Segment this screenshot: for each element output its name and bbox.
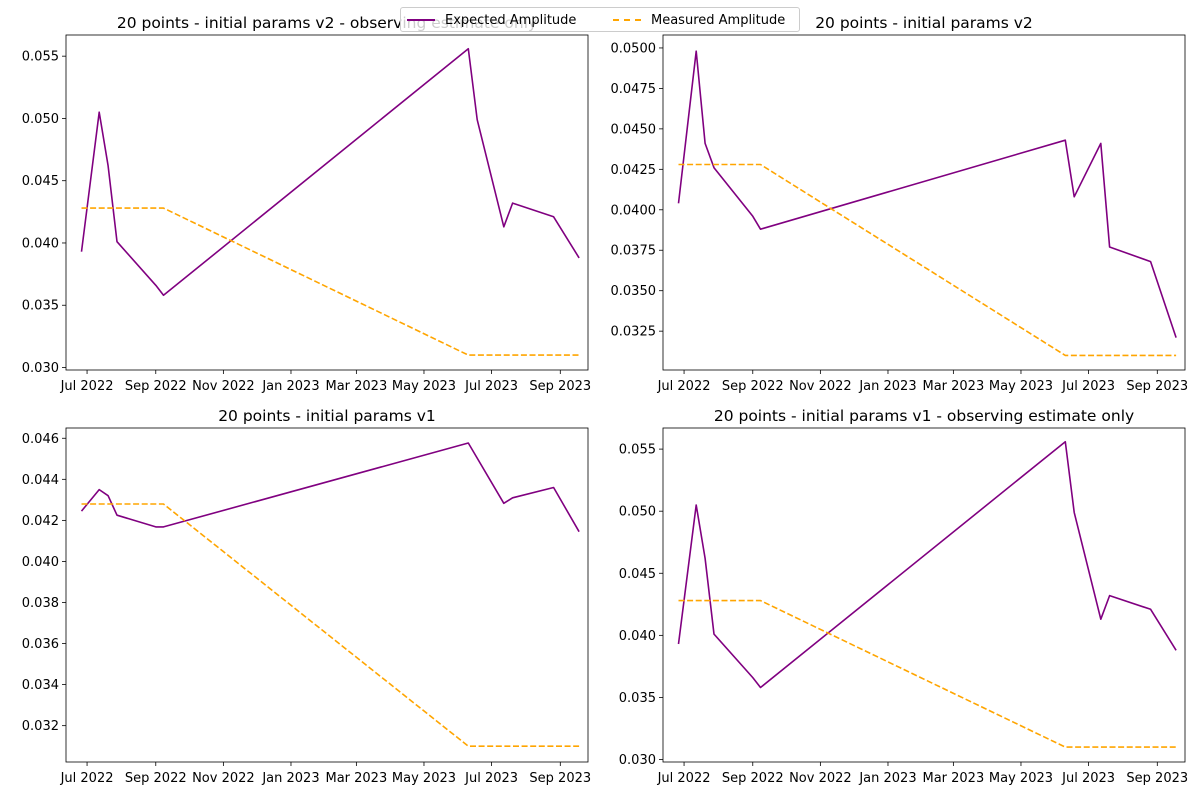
x-tick-label: Jul 2023 — [1061, 379, 1115, 394]
y-tick-label: 0.036 — [22, 637, 59, 652]
chart-panel-1: 0.030 0.035 0.040 0.045 0.050 0.055 Jul 2022 Se… — [22, 14, 591, 394]
x-tick-label: Jan 2023 — [261, 771, 319, 786]
x-tick-label: Jul 2023 — [464, 379, 518, 394]
y-tick-label: 0.035 — [22, 299, 59, 314]
x-tick-label: Sep 2023 — [529, 771, 591, 786]
legend-label-measured: Measured Amplitude — [651, 12, 786, 28]
chart-panel-3: 0.032 0.034 0.036 0.038 0.040 0.042 0.044 0.046… — [22, 407, 591, 786]
x-tick-label: Jul 2022 — [60, 771, 114, 786]
axes-frame — [65, 34, 589, 371]
y-tick-label: 0.0425 — [611, 163, 657, 178]
x-tick-label: Jul 2023 — [464, 771, 518, 786]
y-tick-label: 0.0450 — [611, 122, 657, 137]
x-tick-label: Jan 2023 — [261, 379, 319, 394]
legend-entry-measured: Measured Amplitude — [613, 11, 785, 29]
y-tick-label: 0.055 — [619, 443, 656, 458]
axes-frame — [65, 427, 589, 763]
x-tick-label: Sep 2022 — [125, 771, 187, 786]
y-tick-label: 0.055 — [22, 50, 59, 65]
legend-swatch-measured — [613, 19, 641, 21]
y-tick-label: 0.0475 — [611, 82, 657, 97]
series-line-expected — [80, 47, 580, 297]
series-line-expected — [80, 442, 580, 533]
x-tick-label: May 2023 — [989, 379, 1053, 394]
x-tick-label: May 2023 — [392, 771, 456, 786]
x-tick-label: Jul 2022 — [60, 379, 114, 394]
x-tick-label: Jan 2023 — [858, 379, 916, 394]
legend: Expected Amplitude Measured Amplitude — [400, 7, 800, 32]
x-tick-label: Nov 2022 — [789, 379, 852, 394]
x-tick-label: Mar 2023 — [325, 771, 387, 786]
y-tick-label: 0.0400 — [611, 203, 657, 218]
x-tick-label: Sep 2023 — [529, 379, 591, 394]
y-tick-label: 0.050 — [619, 505, 656, 520]
y-tick-label: 0.0325 — [611, 325, 657, 340]
x-tick-label: Jul 2022 — [657, 771, 711, 786]
y-tick-label: 0.042 — [22, 514, 59, 529]
y-tick-label: 0.050 — [22, 112, 59, 127]
x-tick-label: Mar 2023 — [922, 771, 984, 786]
x-tick-label: Sep 2022 — [125, 379, 187, 394]
series-line-measured — [81, 503, 580, 748]
chart-title: 20 points - initial params v1 — [218, 407, 436, 425]
x-tick-label: Sep 2022 — [722, 771, 784, 786]
y-tick-label: 0.0375 — [611, 244, 657, 259]
legend-swatch-expected — [407, 19, 435, 21]
y-tick-label: 0.0500 — [611, 41, 657, 56]
series-line-expected — [677, 440, 1177, 689]
y-tick-label: 0.034 — [22, 678, 59, 693]
y-tick-label: 0.045 — [22, 174, 59, 189]
legend-entry-expected: Expected Amplitude — [407, 11, 576, 29]
axes-frame — [662, 427, 1186, 763]
y-tick-label: 0.045 — [619, 567, 656, 582]
chart-panel-2: 0.0325 0.0350 0.0375 0.0400 0.0425 0.0450 0.04… — [611, 14, 1189, 394]
x-tick-label: Jul 2022 — [657, 379, 711, 394]
x-tick-label: May 2023 — [989, 771, 1053, 786]
y-tick-label: 0.030 — [22, 361, 59, 376]
chart-title: 20 points - initial params v1 - observin… — [714, 407, 1134, 425]
series-line-measured — [81, 207, 580, 356]
y-tick-label: 0.035 — [619, 691, 656, 706]
x-tick-label: Jul 2023 — [1061, 771, 1115, 786]
x-tick-label: Nov 2022 — [192, 771, 255, 786]
x-tick-label: Jan 2023 — [858, 771, 916, 786]
series-line-measured — [678, 599, 1177, 748]
y-tick-label: 0.046 — [22, 432, 59, 447]
y-tick-label: 0.040 — [619, 629, 656, 644]
series-line-measured — [678, 163, 1177, 357]
x-tick-label: Sep 2023 — [1126, 379, 1188, 394]
x-tick-label: Sep 2022 — [722, 379, 784, 394]
axes-frame — [662, 34, 1186, 371]
y-tick-label: 0.040 — [22, 236, 59, 251]
x-tick-label: Nov 2022 — [192, 379, 255, 394]
y-tick-label: 0.038 — [22, 596, 59, 611]
x-tick-label: Sep 2023 — [1126, 771, 1188, 786]
y-tick-label: 0.040 — [22, 555, 59, 570]
y-tick-label: 0.0350 — [611, 284, 657, 299]
series-line-expected — [677, 50, 1177, 338]
x-tick-label: May 2023 — [392, 379, 456, 394]
legend-label-expected: Expected Amplitude — [445, 12, 577, 28]
y-tick-label: 0.030 — [619, 753, 656, 768]
chart-panel-4: 0.030 0.035 0.040 0.045 0.050 0.055 Jul 2022 Se… — [619, 407, 1188, 786]
chart-title: 20 points - initial params v2 — [815, 14, 1033, 32]
y-tick-label: 0.044 — [22, 473, 59, 488]
x-tick-label: Nov 2022 — [789, 771, 852, 786]
x-tick-label: Mar 2023 — [922, 379, 984, 394]
y-tick-label: 0.032 — [22, 719, 59, 734]
x-tick-label: Mar 2023 — [325, 379, 387, 394]
